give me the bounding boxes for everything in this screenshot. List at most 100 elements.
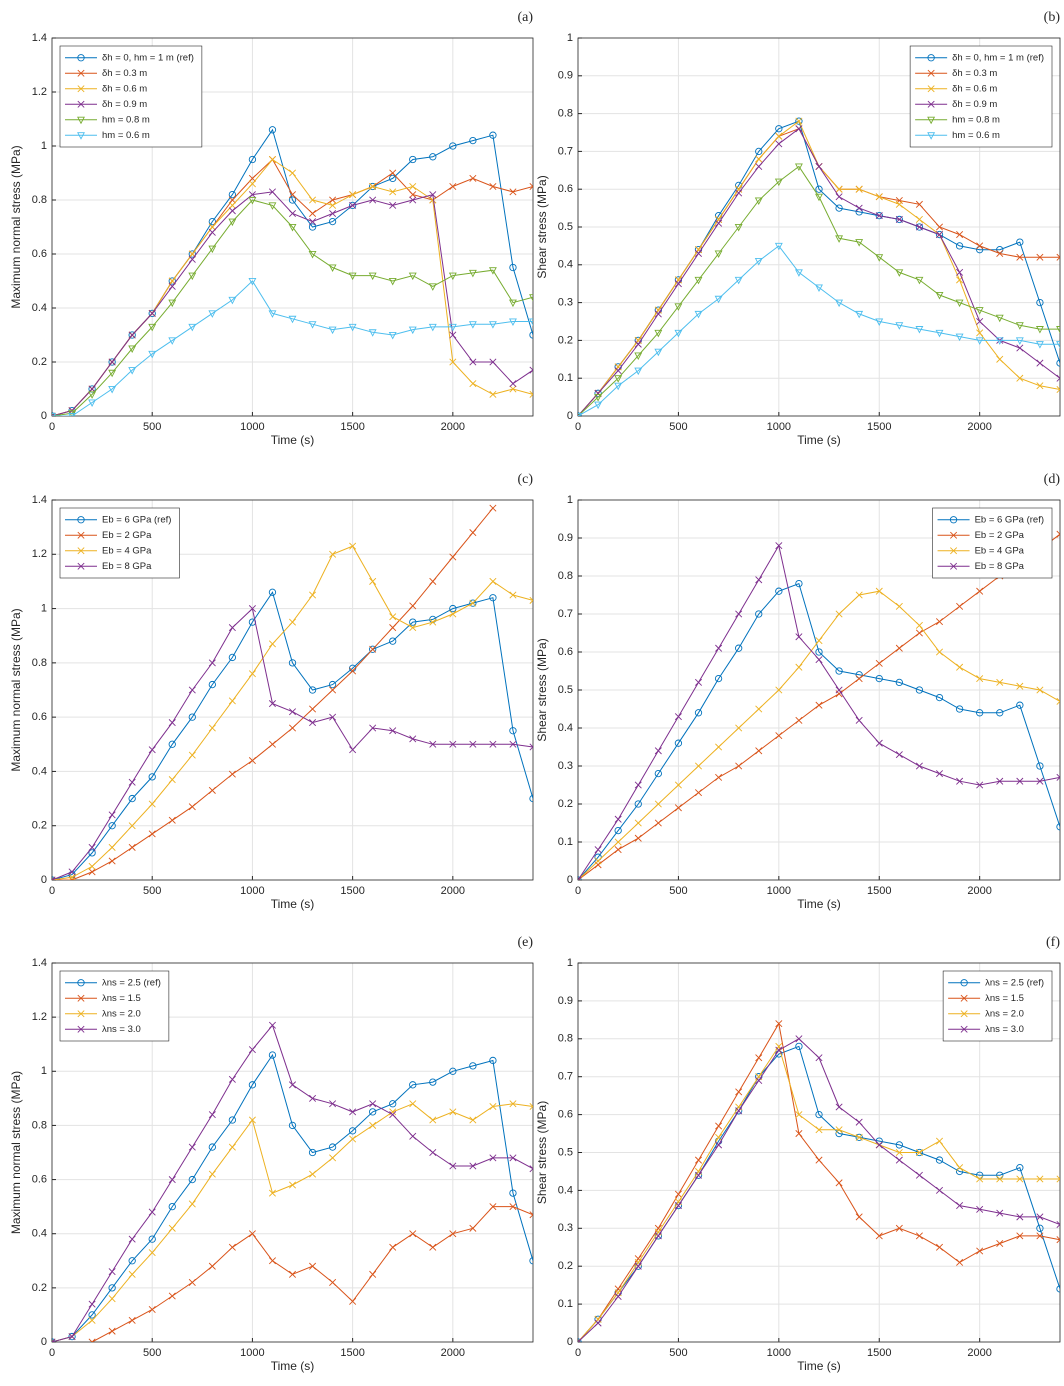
marker — [1036, 762, 1044, 770]
marker — [694, 1156, 703, 1164]
y-tick-label: 0.5 — [558, 684, 573, 696]
legend-label: λns = 1.5 — [102, 993, 141, 1004]
marker — [875, 739, 883, 747]
marker — [228, 190, 237, 199]
marker — [594, 401, 603, 410]
plot-frame — [577, 962, 1061, 1343]
marker — [268, 740, 276, 748]
marker — [409, 602, 417, 610]
marker — [1015, 337, 1024, 345]
marker — [927, 54, 935, 62]
x-axis-label: Time (s) — [797, 897, 841, 911]
marker — [88, 1300, 96, 1308]
marker — [795, 1035, 803, 1043]
marker — [915, 223, 923, 231]
marker — [349, 542, 357, 550]
marker — [449, 604, 457, 613]
panel: 0 500 1000 1500 2000 0 0.2 0.4 0.6 0.8 1 1.2 1.4 Time… — [9, 935, 534, 1373]
marker — [855, 239, 864, 247]
marker — [1016, 777, 1024, 785]
marker — [996, 249, 1004, 257]
marker — [369, 196, 377, 204]
marker — [855, 716, 863, 724]
marker — [308, 223, 317, 231]
legend: Eb = 6 GPa (ref) Eb = 2 GPa Eb = 4 GPa Eb =… — [59, 507, 180, 579]
marker — [408, 272, 417, 281]
x-tick-label: 1500 — [867, 885, 891, 897]
marker — [976, 675, 984, 683]
marker — [949, 516, 958, 524]
marker — [148, 309, 156, 318]
marker — [915, 215, 923, 223]
marker — [88, 868, 96, 876]
marker — [208, 228, 216, 236]
legend-label: λns = 2.0 — [985, 1008, 1024, 1019]
marker — [654, 310, 662, 318]
marker — [795, 579, 803, 588]
marker — [1016, 238, 1024, 246]
marker — [77, 979, 85, 987]
marker — [1056, 773, 1060, 781]
marker — [288, 315, 297, 324]
marker — [614, 815, 622, 823]
x-tick-label: 1500 — [867, 1347, 891, 1359]
marker — [248, 180, 256, 188]
marker — [449, 142, 457, 150]
marker — [328, 680, 337, 689]
marker — [148, 1235, 156, 1243]
y-tick-label: 0.6 — [558, 646, 573, 658]
marker — [674, 280, 682, 288]
marker — [915, 223, 924, 231]
marker — [88, 391, 97, 399]
marker — [268, 640, 276, 648]
marker — [935, 231, 944, 239]
marker — [309, 209, 317, 218]
y-tick-label: 0 — [41, 410, 47, 422]
marker — [960, 1025, 968, 1033]
marker — [915, 686, 924, 694]
y-tick-label: 0.2 — [558, 334, 573, 346]
marker — [634, 800, 642, 808]
marker — [208, 1170, 216, 1178]
marker — [389, 1111, 397, 1119]
x-tick-label: 0 — [49, 1347, 55, 1359]
x-tick-label: 2000 — [441, 1347, 465, 1359]
marker — [489, 594, 497, 602]
marker — [168, 1292, 176, 1300]
marker — [895, 1224, 903, 1232]
marker — [1036, 1213, 1044, 1221]
marker — [935, 1156, 944, 1164]
legend-label: hm = 0.6 m — [102, 130, 150, 141]
marker — [329, 209, 337, 218]
legend: λns = 2.5 (ref) λns = 1.5 λns = 2.0 λns = 3… — [59, 970, 170, 1042]
marker — [735, 724, 743, 732]
marker — [77, 547, 85, 555]
marker — [855, 591, 863, 599]
plot-frame — [577, 37, 1061, 417]
marker — [188, 713, 196, 721]
marker — [88, 1316, 96, 1324]
marker — [369, 645, 377, 653]
marker — [715, 1122, 723, 1130]
marker — [835, 667, 843, 675]
marker — [955, 705, 964, 713]
series-line — [52, 1103, 533, 1342]
marker — [409, 1132, 417, 1140]
legend-label: λns = 3.0 — [985, 1024, 1024, 1035]
y-axis-label: Shear stress (MPa) — [535, 175, 549, 278]
marker — [634, 352, 643, 361]
marker — [88, 1338, 96, 1342]
y-tick-label: 0.6 — [32, 1173, 47, 1185]
y-tick-label: 1.2 — [32, 548, 47, 560]
marker — [168, 816, 176, 824]
marker — [976, 1247, 984, 1255]
marker — [288, 223, 297, 232]
marker — [714, 674, 723, 683]
marker — [128, 778, 136, 786]
marker — [288, 708, 297, 716]
marker — [248, 670, 256, 678]
marker — [128, 345, 137, 353]
marker — [77, 54, 85, 62]
panel: 0 500 1000 1500 2000 0 0.2 0.4 0.6 0.8 1 1.2 1.4 Time… — [9, 10, 534, 447]
marker — [148, 830, 156, 838]
